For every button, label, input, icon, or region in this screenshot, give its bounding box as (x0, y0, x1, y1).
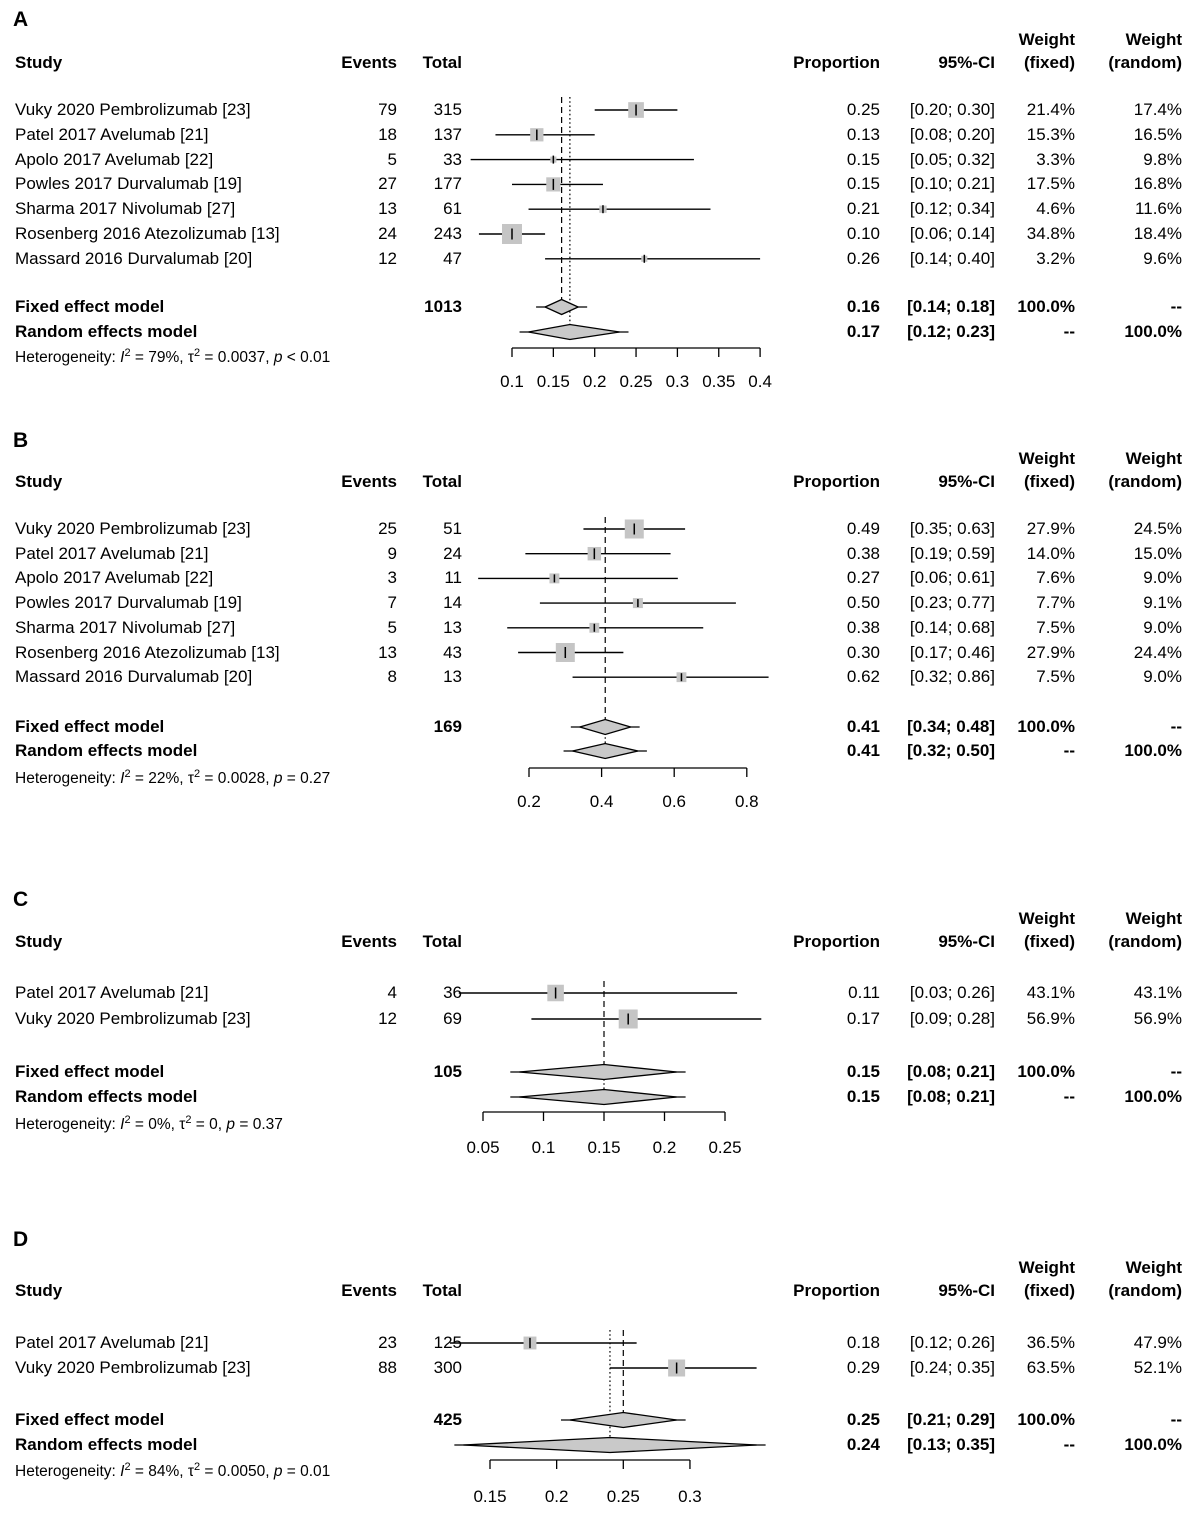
fixed-summary-diamond (569, 1411, 677, 1429)
random-summary-diamond (519, 1088, 677, 1106)
random-summary-diamond (463, 1436, 757, 1454)
random-summary-diamond (528, 323, 620, 341)
fixed-summary-diamond (577, 718, 633, 736)
random-summary-diamond (572, 742, 639, 760)
fixed-summary-diamond (543, 298, 580, 316)
fixed-summary-diamond (519, 1063, 677, 1081)
